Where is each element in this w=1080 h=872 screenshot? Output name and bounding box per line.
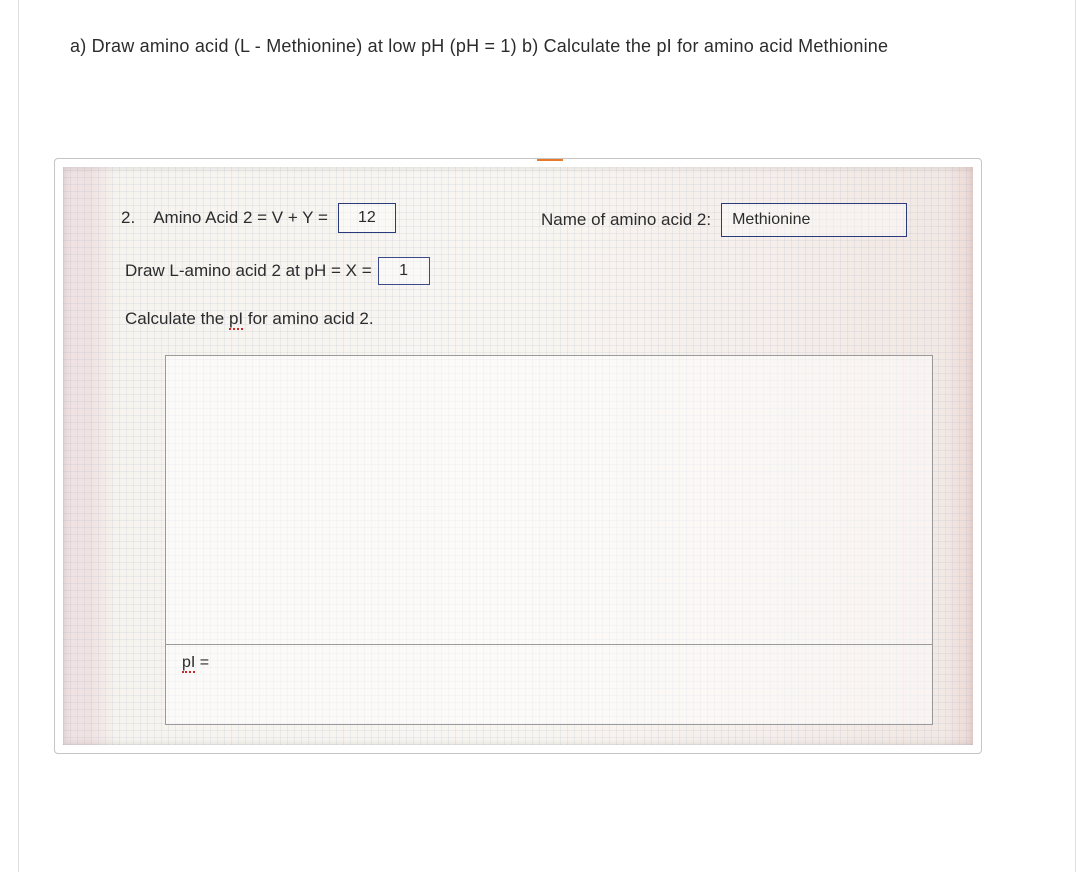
answer-panel[interactable]: pI = <box>165 355 933 725</box>
equals-sign: = <box>195 654 209 671</box>
pl-result-label: pI = <box>182 654 209 672</box>
item-number: 2. <box>121 208 135 228</box>
row-ph-value: Draw L-amino acid 2 at pH = X = 1 <box>125 257 430 285</box>
input-amino-name-text: Methionine <box>732 211 810 229</box>
graph-paper: 2. Amino Acid 2 = V + Y = 12 Name of ami… <box>63 167 973 745</box>
answer-divider <box>166 644 932 645</box>
worksheet-frame: 2. Amino Acid 2 = V + Y = 12 Name of ami… <box>54 158 982 754</box>
input-amino-name[interactable]: Methionine <box>721 203 907 237</box>
page-left-edge <box>18 0 19 872</box>
calc-text-b: for amino acid 2. <box>243 309 373 328</box>
ph-label: Draw L-amino acid 2 at pH = X = <box>125 261 372 281</box>
input-vy-value[interactable]: 12 <box>338 203 396 233</box>
row-calculate-instruction: Calculate the pI for amino acid 2. <box>125 309 374 329</box>
formula-label: Amino Acid 2 = V + Y = <box>153 208 328 228</box>
row-amino-acid-name: Name of amino acid 2: Methionine <box>541 203 907 237</box>
question-prompt: a) Draw amino acid (L - Methionine) at l… <box>70 36 888 57</box>
pl-term-2: pI <box>182 654 195 673</box>
input-vy-text: 12 <box>358 209 376 227</box>
row-amino-acid-formula: 2. Amino Acid 2 = V + Y = 12 <box>121 203 396 233</box>
page-right-edge <box>1075 0 1076 872</box>
calc-text-a: Calculate the <box>125 309 229 328</box>
input-x-value[interactable]: 1 <box>378 257 430 285</box>
orange-marker <box>537 158 563 161</box>
input-x-text: 1 <box>399 262 408 280</box>
pl-term-1: pI <box>229 309 243 330</box>
name-label: Name of amino acid 2: <box>541 210 711 230</box>
